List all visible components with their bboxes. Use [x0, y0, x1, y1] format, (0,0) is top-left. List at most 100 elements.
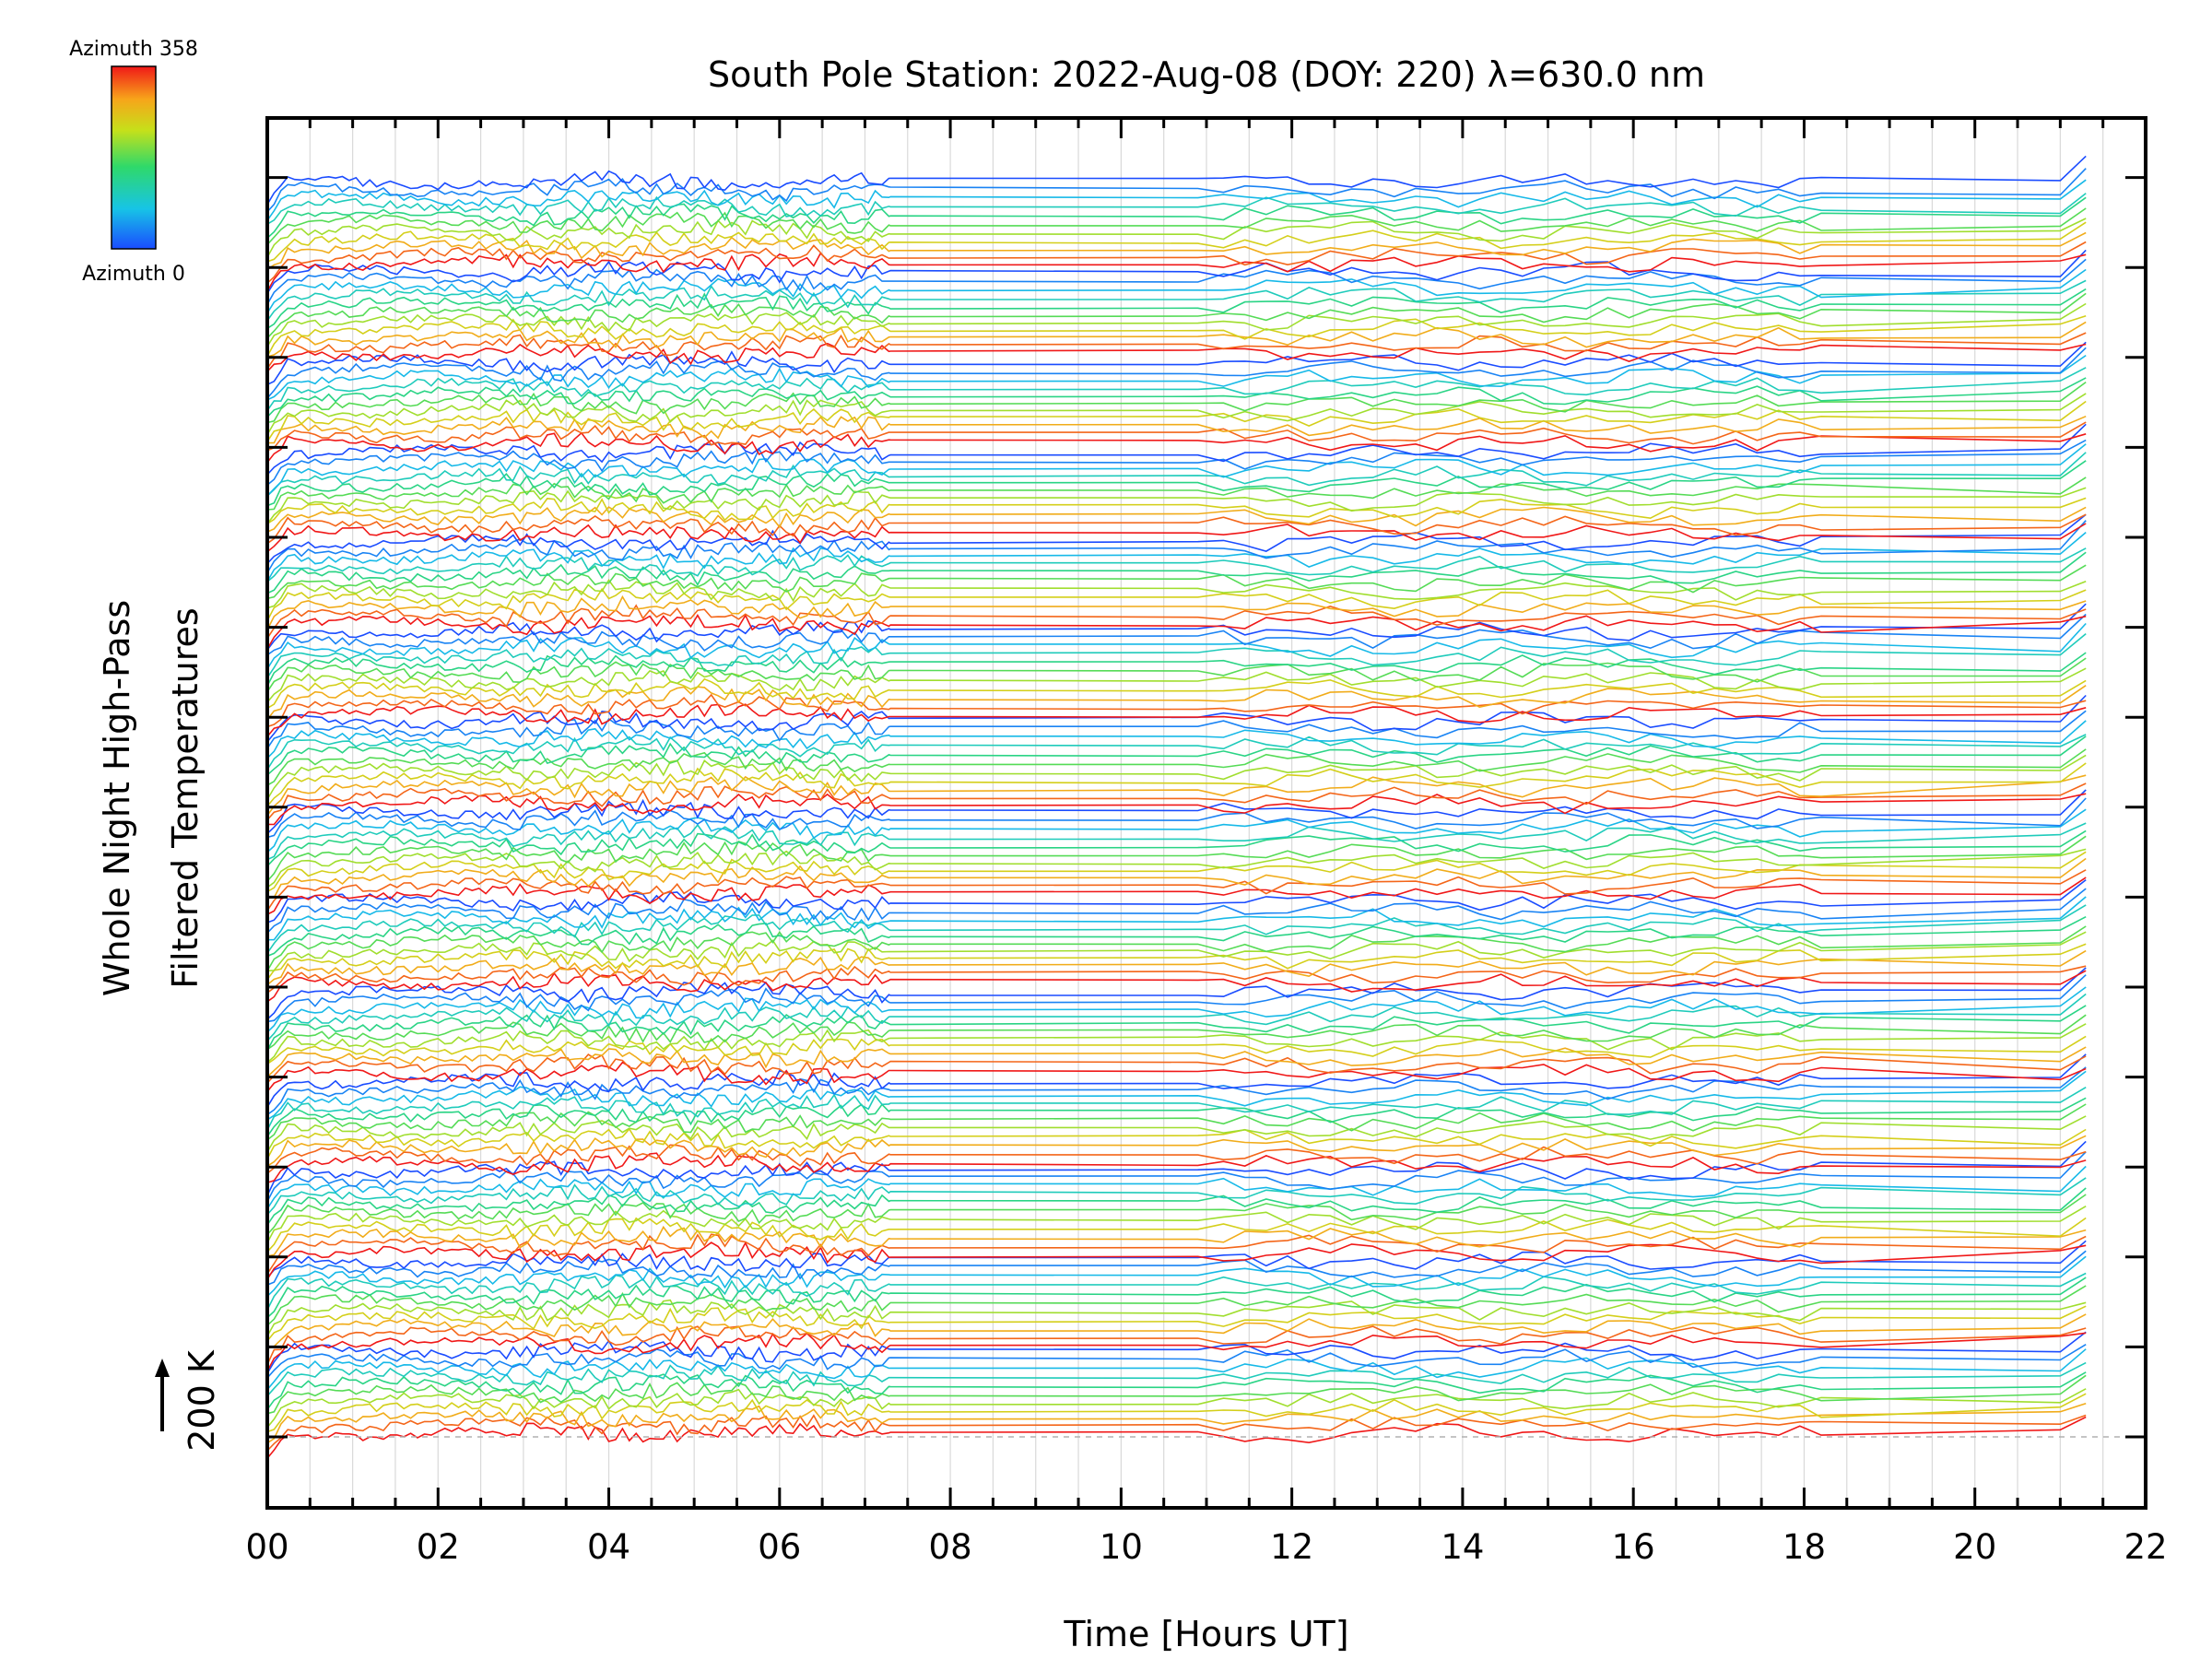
temperature-trace — [266, 1035, 2087, 1065]
x-tick-label: 02 — [417, 1527, 460, 1567]
temperature-trace — [266, 720, 2087, 759]
temperature-trace — [266, 949, 2087, 986]
temperature-trace — [266, 1250, 2087, 1286]
temperature-trace — [266, 231, 2087, 271]
temperature-trace — [266, 321, 2087, 358]
temperature-trace — [266, 1272, 2087, 1311]
temperature-trace — [266, 967, 2087, 1020]
temperature-trace — [266, 703, 2087, 737]
temperature-trace — [266, 443, 2087, 497]
temperature-trace — [266, 677, 2087, 710]
temperature-trace — [266, 1151, 2087, 1202]
temperature-trace — [266, 1061, 2087, 1092]
colorbar-gradient — [111, 65, 157, 250]
temperature-trace — [266, 1241, 2087, 1280]
chart-title: South Pole Station: 2022-Aug-08 (DOY: 22… — [708, 54, 1705, 95]
temperature-trace — [266, 1225, 2087, 1257]
temperature-trace — [266, 1066, 2087, 1116]
x-tick-label: 04 — [587, 1527, 630, 1567]
temperature-trace — [266, 1285, 2087, 1326]
temperature-trace — [266, 477, 2087, 511]
x-tick-label: 18 — [1783, 1527, 1826, 1567]
y-axis-label-line2: Filtered Temperatures — [165, 607, 206, 988]
temperature-trace — [266, 1135, 2087, 1167]
temperature-trace — [266, 1393, 2087, 1433]
temperature-trace — [266, 547, 2087, 582]
temperature-trace — [266, 241, 2087, 284]
temperature-trace — [266, 377, 2087, 418]
temperature-trace — [266, 393, 2087, 436]
temperature-trace — [266, 342, 2087, 372]
temperature-trace — [266, 748, 2087, 786]
temperature-trace — [266, 735, 2087, 776]
x-tick-label: 14 — [1441, 1527, 1484, 1567]
temperature-trace — [266, 931, 2087, 972]
temperature-trace — [266, 452, 2087, 497]
temperature-trace — [266, 523, 2087, 553]
temperature-trace — [266, 193, 2087, 225]
temperature-trace — [266, 915, 2087, 958]
temperature-trace — [266, 1005, 2087, 1052]
temperature-trace — [266, 196, 2087, 239]
temperature-trace — [266, 381, 2087, 424]
temperature-trace — [266, 168, 2087, 213]
temperature-trace — [266, 1344, 2087, 1379]
temperature-trace — [266, 288, 2087, 329]
temperature-trace — [266, 332, 2087, 370]
temperature-trace — [266, 531, 2087, 582]
temperature-trace — [266, 1144, 2087, 1174]
temperature-trace — [266, 1402, 2087, 1444]
temperature-trace — [266, 603, 2087, 651]
temperature-trace — [266, 1325, 2087, 1365]
x-tick-label: 16 — [1612, 1527, 1655, 1567]
temperature-trace — [266, 179, 2087, 221]
temperature-trace — [266, 848, 2087, 888]
temperature-trace — [266, 354, 2087, 401]
temperature-trace — [266, 1206, 2087, 1243]
temperature-trace — [266, 797, 2087, 839]
temperature-trace — [266, 258, 2087, 305]
temperature-trace — [266, 793, 2087, 826]
temperature-trace — [266, 431, 2087, 464]
temperature-trace — [266, 993, 2087, 1041]
temperature-trace — [266, 564, 2087, 600]
temperature-trace — [266, 551, 2087, 594]
temperature-trace — [266, 604, 2087, 640]
temperature-trace — [266, 415, 2087, 444]
temperature-trace — [266, 1140, 2087, 1196]
temperature-trace — [266, 279, 2087, 322]
temperature-trace — [266, 1255, 2087, 1297]
temperature-trace — [266, 1414, 2087, 1452]
x-tick-labels: 00 02 04 06 08 10 12 14 16 18 20 22 — [245, 1527, 2167, 1567]
x-tick-label: 00 — [245, 1527, 288, 1567]
temperature-trace — [266, 1388, 2087, 1429]
temperature-trace — [266, 1348, 2087, 1391]
temperature-trace — [266, 888, 2087, 934]
temperature-trace — [266, 754, 2087, 800]
temperature-trace — [266, 1177, 2087, 1216]
scale-label: 200 K — [182, 1349, 222, 1452]
temperature-trace — [266, 1115, 2087, 1153]
colorbar: Azimuth 358 Azimuth 0 — [69, 38, 198, 286]
scale-indicator: 200 K — [155, 1349, 222, 1452]
temperature-trace — [266, 207, 2087, 245]
x-tick-label: 10 — [1100, 1527, 1143, 1567]
x-tick-label: 06 — [758, 1527, 801, 1567]
x-axis-label: Time [Hours UT] — [1063, 1614, 1348, 1654]
scale-arrow-head — [155, 1359, 170, 1377]
temperature-trace — [266, 613, 2087, 656]
colorbar-bottom-label: Azimuth 0 — [82, 263, 185, 286]
y-axis-label-line1: Whole Night High-Pass — [97, 600, 137, 996]
temperature-trace — [266, 513, 2087, 564]
temperature-trace — [266, 1165, 2087, 1210]
temperature-trace — [266, 218, 2087, 258]
temperature-trace — [266, 657, 2087, 692]
x-tick-label: 20 — [1953, 1527, 1996, 1567]
temperature-trace — [266, 1187, 2087, 1226]
temperature-trace — [266, 1053, 2087, 1084]
temperature-trace — [266, 1046, 2087, 1078]
x-tick-label: 08 — [929, 1527, 972, 1567]
temperature-trace — [266, 1361, 2087, 1397]
x-tick-label: 22 — [2124, 1527, 2167, 1567]
